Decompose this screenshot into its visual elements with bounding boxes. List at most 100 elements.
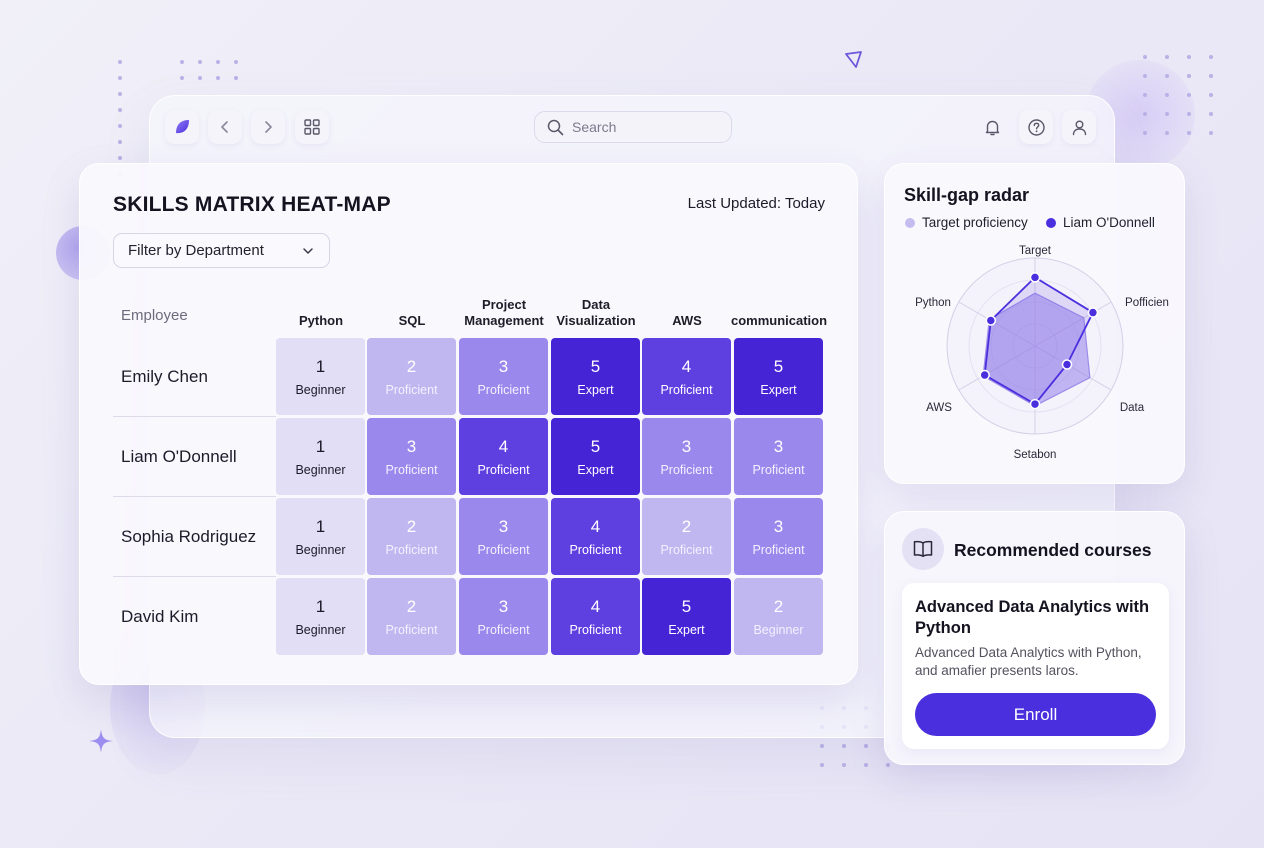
legend-person-swatch: [1046, 217, 1056, 228]
profile-button[interactable]: [1062, 110, 1096, 144]
row-divider: [113, 496, 276, 497]
back-button[interactable]: [208, 110, 242, 144]
notifications-button[interactable]: [975, 110, 1009, 144]
app-logo-icon: [176, 120, 189, 134]
forward-icon: [265, 121, 272, 133]
radar-person-point: [979, 369, 990, 381]
radar-axis-label: Setabon: [1014, 449, 1057, 461]
cell-level: 4: [681, 356, 692, 376]
legend-target: Target proficiency: [905, 215, 1028, 230]
page-title: SKILLS MATRIX HEAT-MAP: [113, 193, 391, 216]
heatmap-cell[interactable]: 3 Proficient: [459, 578, 548, 655]
book-icon: [913, 540, 933, 558]
cell-label: Proficient: [569, 542, 622, 557]
cell-label: Proficient: [660, 542, 713, 557]
heatmap-cell[interactable]: 3 Proficient: [459, 498, 548, 575]
radar-title: Skill-gap radar: [904, 185, 1030, 205]
heatmap-cell[interactable]: 3 Proficient: [367, 418, 456, 495]
heatmap-cell[interactable]: 2 Beginner: [734, 578, 823, 655]
cell-level: 4: [498, 436, 509, 456]
cell-label: Proficient: [385, 382, 438, 397]
heatmap-cell[interactable]: 5 Expert: [551, 418, 640, 495]
heatmap-cell[interactable]: 5 Expert: [551, 338, 640, 415]
cell-label: Proficient: [385, 462, 438, 477]
cell-level: 5: [590, 356, 601, 376]
radar-axis-label: Data: [1120, 402, 1145, 414]
heatmap-cell[interactable]: 1 Beginner: [276, 578, 365, 655]
bell-icon: [985, 120, 999, 135]
decor-dots-top-left: [180, 60, 238, 80]
cell-level: 3: [681, 436, 692, 456]
skill-gap-radar-card: Skill-gap radar Target proficiency Liam …: [884, 163, 1185, 484]
search-input[interactable]: Search: [534, 111, 732, 143]
heatmap-cell[interactable]: 5 Expert: [734, 338, 823, 415]
app-logo-button[interactable]: [165, 110, 199, 144]
cell-level: 1: [315, 516, 326, 536]
cell-label: Beginner: [295, 382, 346, 397]
heatmap-cell[interactable]: 2 Proficient: [642, 498, 731, 575]
radar-axis-label: Pofficien: [1125, 297, 1169, 309]
row-divider: [113, 416, 276, 417]
cell-level: 1: [315, 356, 326, 376]
back-icon: [221, 121, 228, 133]
cell-label: Expert: [577, 462, 614, 477]
department-filter-dropdown[interactable]: Filter by Department: [113, 233, 330, 268]
help-icon: [1027, 118, 1045, 136]
column-header-3: Data Visualization: [556, 297, 636, 328]
course-card: Advanced Data Analytics with Python Adva…: [902, 583, 1169, 749]
heatmap-cell[interactable]: 2 Proficient: [367, 338, 456, 415]
row-divider: [113, 576, 276, 577]
cell-level: 1: [315, 436, 326, 456]
legend-target-swatch: [905, 217, 915, 228]
heatmap-cell[interactable]: 3 Proficient: [734, 418, 823, 495]
cell-level: 2: [406, 356, 417, 376]
cell-label: Proficient: [752, 542, 805, 557]
forward-button[interactable]: [251, 110, 285, 144]
cell-label: Proficient: [660, 382, 713, 397]
legend-target-label: Target proficiency: [922, 215, 1028, 230]
cell-level: 3: [498, 596, 509, 616]
radar-axis-label: Python: [915, 297, 951, 309]
cell-level: 4: [590, 596, 601, 616]
apps-grid-button[interactable]: [295, 110, 329, 144]
cell-level: 5: [773, 356, 784, 376]
cell-label: Proficient: [752, 462, 805, 477]
radar-person-point: [1029, 272, 1041, 283]
enroll-button[interactable]: Enroll: [915, 693, 1156, 736]
cell-level: 3: [498, 356, 509, 376]
grid-icon: [304, 119, 320, 135]
help-button[interactable]: [1019, 110, 1053, 144]
column-header-2: Project Management: [464, 297, 544, 328]
heatmap-cell[interactable]: 4 Proficient: [642, 338, 731, 415]
user-icon: [1072, 120, 1086, 135]
heatmap-cell[interactable]: 1 Beginner: [276, 498, 365, 575]
heatmap-cell[interactable]: 3 Proficient: [459, 338, 548, 415]
radar-person-point: [1061, 359, 1073, 370]
cell-level: 3: [773, 436, 784, 456]
column-header-0: Python: [298, 313, 344, 328]
heatmap-cell[interactable]: 2 Proficient: [367, 578, 456, 655]
legend-person: Liam O'Donnell: [1046, 215, 1155, 230]
cell-label: Expert: [760, 382, 797, 397]
course-description: Advanced Data Analytics with Python, and…: [915, 645, 1142, 678]
heatmap-cell[interactable]: 4 Proficient: [551, 498, 640, 575]
recommended-courses-title: Recommended courses: [954, 540, 1152, 560]
cell-label: Proficient: [569, 622, 622, 637]
heatmap-cell[interactable]: 4 Proficient: [551, 578, 640, 655]
heatmap-cell[interactable]: 5 Expert: [642, 578, 731, 655]
heatmap-cell[interactable]: 4 Proficient: [459, 418, 548, 495]
cell-label: Proficient: [660, 462, 713, 477]
cell-label: Beginner: [753, 622, 804, 637]
cell-label: Proficient: [385, 542, 438, 557]
cell-label: Proficient: [385, 622, 438, 637]
heatmap-cell[interactable]: 1 Beginner: [276, 418, 365, 495]
cell-label: Proficient: [477, 382, 530, 397]
heatmap-cell[interactable]: 3 Proficient: [642, 418, 731, 495]
heatmap-cell[interactable]: 3 Proficient: [734, 498, 823, 575]
course-title: Advanced Data Analytics with Python: [915, 598, 1150, 637]
decor-dots-left-column: [118, 60, 122, 176]
heatmap-cell[interactable]: 2 Proficient: [367, 498, 456, 575]
heatmap-cell[interactable]: 1 Beginner: [276, 338, 365, 415]
radar-axis-label: Target: [1019, 245, 1052, 257]
cell-level: 5: [681, 596, 692, 616]
